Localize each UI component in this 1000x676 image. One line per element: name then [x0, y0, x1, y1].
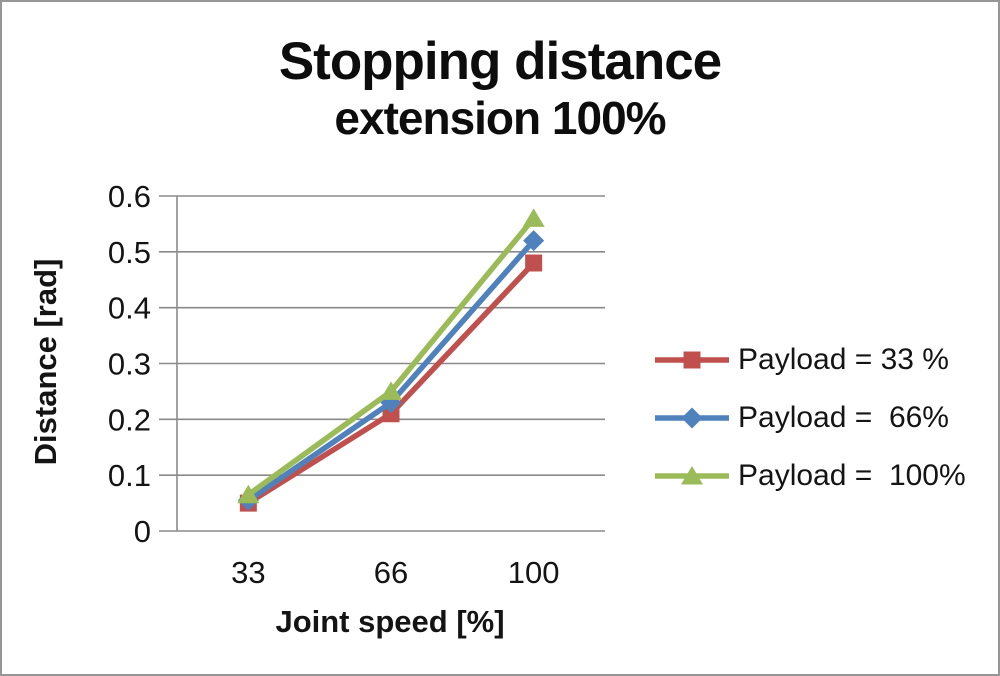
legend-item: Payload = 33 %: [653, 340, 966, 380]
triangle-marker: [380, 381, 402, 400]
diamond-marker: [523, 230, 545, 252]
y-tick-label: 0.2: [108, 402, 151, 437]
legend: Payload = 33 % Payload = 66% Payload = 100…: [653, 340, 966, 496]
y-axis-title: Distance [rad]: [28, 259, 63, 466]
data-series: [237, 208, 545, 512]
legend-item: Payload = 100%: [653, 456, 966, 496]
diamond-marker: [681, 407, 703, 429]
y-tick-label: 0.6: [108, 179, 151, 214]
x-tick-label: 66: [374, 555, 408, 590]
square-marker: [683, 351, 701, 369]
triangle-marker: [237, 484, 260, 504]
y-tick-label: 0: [134, 514, 151, 549]
square-marker: [525, 254, 543, 272]
triangle-marker: [681, 466, 703, 485]
legend-key-diamond: [655, 407, 729, 429]
x-axis-title: Joint speed [%]: [275, 604, 504, 639]
legend-key-square: [655, 351, 729, 369]
square-marker: [382, 405, 400, 423]
chart-title: Stopping distance extension 100%: [2, 32, 998, 144]
y-tick-label: 0.5: [108, 235, 151, 270]
x-tick-label: 100: [508, 555, 560, 590]
chart-title-line1: Stopping distance: [278, 32, 722, 91]
legend-label: Payload = 33 %: [738, 343, 949, 376]
triangle-marker: [522, 208, 545, 227]
chart-title-line2: extension 100%: [334, 92, 666, 144]
series-line-100: [246, 216, 536, 497]
legend-label: Payload = 100%: [738, 459, 966, 492]
legend-item: Payload = 66%: [653, 398, 966, 438]
axis-tick-labels: 0 0.1 0.2 0.3 0.4 0.5 0.6 33 66 100: [108, 179, 560, 590]
y-tick-label: 0.3: [108, 347, 151, 382]
y-tick-label: 0.4: [108, 291, 151, 326]
x-tick-label: 33: [231, 555, 265, 590]
legend-label: Payload = 66%: [738, 401, 949, 434]
y-tick-label: 0.1: [108, 458, 151, 493]
legend-key-triangle: [655, 466, 729, 485]
